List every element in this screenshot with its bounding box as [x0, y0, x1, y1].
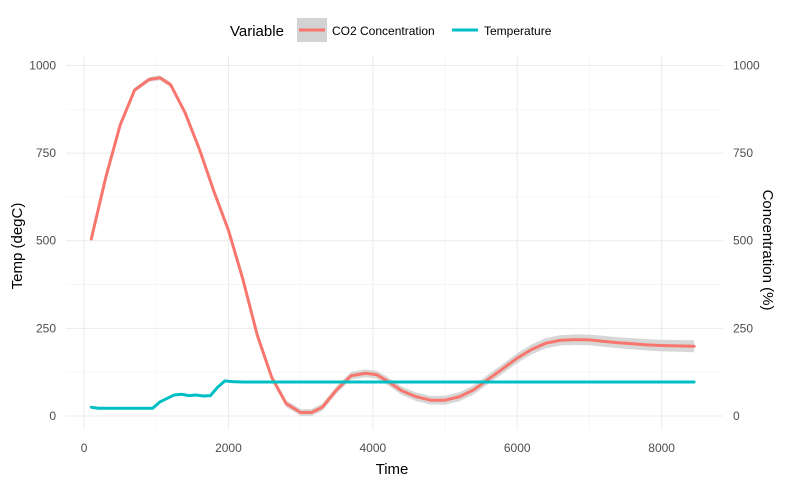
legend-label-temperature: Temperature — [484, 24, 552, 38]
grid-lines — [66, 55, 723, 430]
legend-title: Variable — [230, 23, 284, 40]
y-axis-right-title: Concentration (%) — [759, 190, 776, 311]
legend-label-co2: CO2 Concentration — [332, 24, 435, 38]
x-axis-title: Time — [376, 461, 409, 478]
y-axis-left-title: Temp (degC) — [9, 203, 26, 290]
co2-concentration-line — [89, 76, 696, 414]
y-right-tick-label: 1000 — [733, 59, 760, 73]
y-right-tick-label: 750 — [733, 146, 753, 160]
y-left-tick-label: 250 — [36, 321, 56, 335]
x-tick-label: 8000 — [648, 441, 675, 455]
y-left-tick-label: 1000 — [29, 59, 56, 73]
x-tick-label: 6000 — [504, 441, 531, 455]
x-axis-ticks: 0 2000 4000 6000 8000 — [81, 441, 676, 455]
y-left-tick-label: 500 — [36, 234, 56, 248]
y-left-tick-label: 750 — [36, 146, 56, 160]
y-right-tick-label: 0 — [733, 409, 740, 423]
y-right-tick-label: 500 — [733, 234, 753, 248]
y-left-tick-label: 0 — [49, 409, 56, 423]
y-axis-left-ticks: 0 250 500 750 1000 — [29, 59, 56, 423]
legend: Variable CO2 Concentration Temperature — [230, 18, 552, 42]
y-right-tick-label: 250 — [733, 321, 753, 335]
temperature-line — [89, 379, 696, 410]
x-tick-label: 4000 — [359, 441, 386, 455]
data-series — [89, 75, 696, 416]
x-tick-label: 2000 — [215, 441, 242, 455]
y-axis-right-ticks: 0 250 500 750 1000 — [733, 59, 760, 423]
co2-concentration-confidence-band — [91, 75, 695, 416]
x-tick-label: 0 — [81, 441, 88, 455]
